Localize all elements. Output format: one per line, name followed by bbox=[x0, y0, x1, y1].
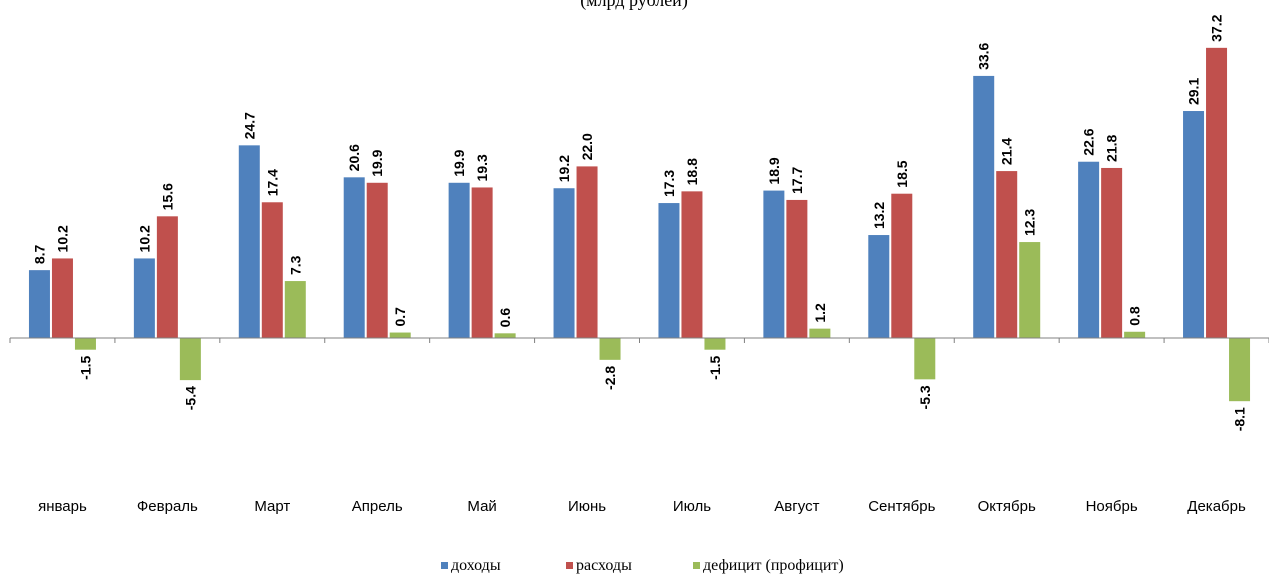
bar-layer bbox=[28, 47, 1251, 402]
data-label: 7.3 bbox=[287, 255, 303, 275]
bar-expense bbox=[156, 216, 178, 338]
x-tick-label: Июнь bbox=[568, 498, 606, 515]
data-label: 10.2 bbox=[54, 225, 70, 252]
data-label: 24.7 bbox=[241, 112, 257, 139]
data-label: 10.2 bbox=[136, 225, 152, 252]
data-label: 19.9 bbox=[451, 149, 467, 176]
x-tick-label: Декабрь bbox=[1187, 498, 1246, 515]
x-tick-label: Февраль bbox=[137, 498, 198, 515]
legend-swatch bbox=[441, 562, 448, 569]
data-label: 18.8 bbox=[684, 158, 700, 185]
data-label: 18.9 bbox=[766, 157, 782, 184]
bar-expense bbox=[996, 171, 1018, 338]
data-label: 0.6 bbox=[497, 308, 513, 328]
data-label: 17.4 bbox=[264, 169, 280, 196]
data-label: 17.3 bbox=[661, 170, 677, 197]
bar-expense bbox=[261, 202, 283, 338]
bar-income bbox=[1078, 161, 1100, 338]
bar-expense bbox=[471, 187, 493, 338]
legend-swatch bbox=[693, 562, 700, 569]
bar-deficit bbox=[809, 328, 831, 338]
bar-income bbox=[238, 145, 260, 338]
x-tick-label: Июль bbox=[673, 498, 711, 515]
bar-expense bbox=[1206, 47, 1228, 339]
data-label: -5.4 bbox=[182, 386, 198, 410]
legend-label: дефицит (профицит) bbox=[703, 557, 844, 574]
bar-income bbox=[28, 270, 50, 338]
legend-label: доходы bbox=[451, 557, 501, 574]
bar-income bbox=[448, 182, 470, 338]
data-label: 37.2 bbox=[1209, 14, 1225, 41]
x-tick-label: Октябрь bbox=[978, 498, 1036, 515]
data-label: 8.7 bbox=[31, 244, 47, 264]
data-label: 0.8 bbox=[1127, 306, 1143, 326]
bar-income bbox=[658, 203, 680, 338]
bar-deficit bbox=[284, 281, 306, 338]
data-label: 19.2 bbox=[556, 155, 572, 182]
bar-deficit bbox=[704, 338, 726, 350]
bar-expense bbox=[366, 182, 388, 338]
data-label: 1.2 bbox=[812, 303, 828, 323]
data-label: 15.6 bbox=[159, 183, 175, 210]
bar-income bbox=[343, 177, 365, 338]
bar-income bbox=[553, 188, 575, 338]
data-label: 12.3 bbox=[1022, 209, 1038, 236]
bar-expense bbox=[51, 258, 73, 338]
bar-income bbox=[868, 235, 890, 338]
data-label: -1.5 bbox=[707, 355, 723, 379]
bar-deficit bbox=[1019, 242, 1041, 338]
data-label: 13.2 bbox=[871, 202, 887, 229]
data-label-layer: 8.7 10.2 -1.5 10.2 15.6 -5.4 24.7 17.4 7.3 20.6 19… bbox=[31, 14, 1247, 431]
data-label: -8.1 bbox=[1232, 407, 1248, 431]
bar-expense bbox=[1101, 167, 1123, 338]
x-axis-tick-labels: январь Февраль Март Апрель Май Июнь Июль Август… bbox=[38, 498, 1246, 515]
data-label: 29.1 bbox=[1186, 78, 1202, 105]
data-label: 22.0 bbox=[579, 133, 595, 160]
bar-expense bbox=[891, 193, 913, 338]
data-label: 21.4 bbox=[999, 138, 1015, 165]
bar-expense bbox=[681, 191, 703, 338]
bar-deficit bbox=[599, 338, 621, 360]
bar-deficit bbox=[389, 332, 411, 338]
chart-subtitle: (млрд рублей) bbox=[580, 0, 688, 11]
x-axis-ticks bbox=[9, 338, 1269, 343]
bar-deficit bbox=[1229, 338, 1251, 402]
x-tick-label: Март bbox=[254, 498, 290, 515]
data-label: -2.8 bbox=[602, 366, 618, 390]
data-label: 21.8 bbox=[1104, 134, 1120, 161]
bar-deficit bbox=[914, 338, 936, 380]
bar-deficit bbox=[494, 333, 516, 338]
bar-deficit bbox=[179, 338, 201, 381]
bar-income bbox=[1183, 111, 1205, 339]
data-label: -1.5 bbox=[77, 355, 93, 379]
bar-deficit bbox=[1124, 331, 1146, 338]
x-tick-label: Ноябрь bbox=[1086, 498, 1138, 515]
bar-income bbox=[133, 258, 155, 338]
x-tick-label: Май bbox=[467, 498, 496, 515]
x-tick-label: Апрель bbox=[352, 498, 403, 515]
data-label: -5.3 bbox=[917, 385, 933, 409]
data-label: 33.6 bbox=[976, 42, 992, 69]
bar-income bbox=[763, 190, 785, 338]
data-label: 22.6 bbox=[1081, 128, 1097, 155]
x-tick-label: январь bbox=[38, 498, 87, 515]
data-label: 0.7 bbox=[392, 307, 408, 327]
bar-deficit bbox=[74, 338, 96, 350]
x-tick-label: Август bbox=[774, 498, 819, 515]
bar-expense bbox=[786, 199, 808, 338]
legend-label: расходы bbox=[576, 557, 632, 574]
data-label: 19.9 bbox=[369, 149, 385, 176]
data-label: 20.6 bbox=[346, 144, 362, 171]
data-label: 17.7 bbox=[789, 166, 805, 193]
legend: доходы расходы дефицит (профицит) bbox=[441, 557, 844, 574]
bar-income bbox=[973, 75, 995, 339]
x-tick-label: Сентябрь bbox=[868, 498, 935, 515]
legend-swatch bbox=[566, 562, 573, 569]
bar-expense bbox=[576, 166, 598, 338]
data-label: 19.3 bbox=[474, 154, 490, 181]
data-label: 18.5 bbox=[894, 160, 910, 187]
